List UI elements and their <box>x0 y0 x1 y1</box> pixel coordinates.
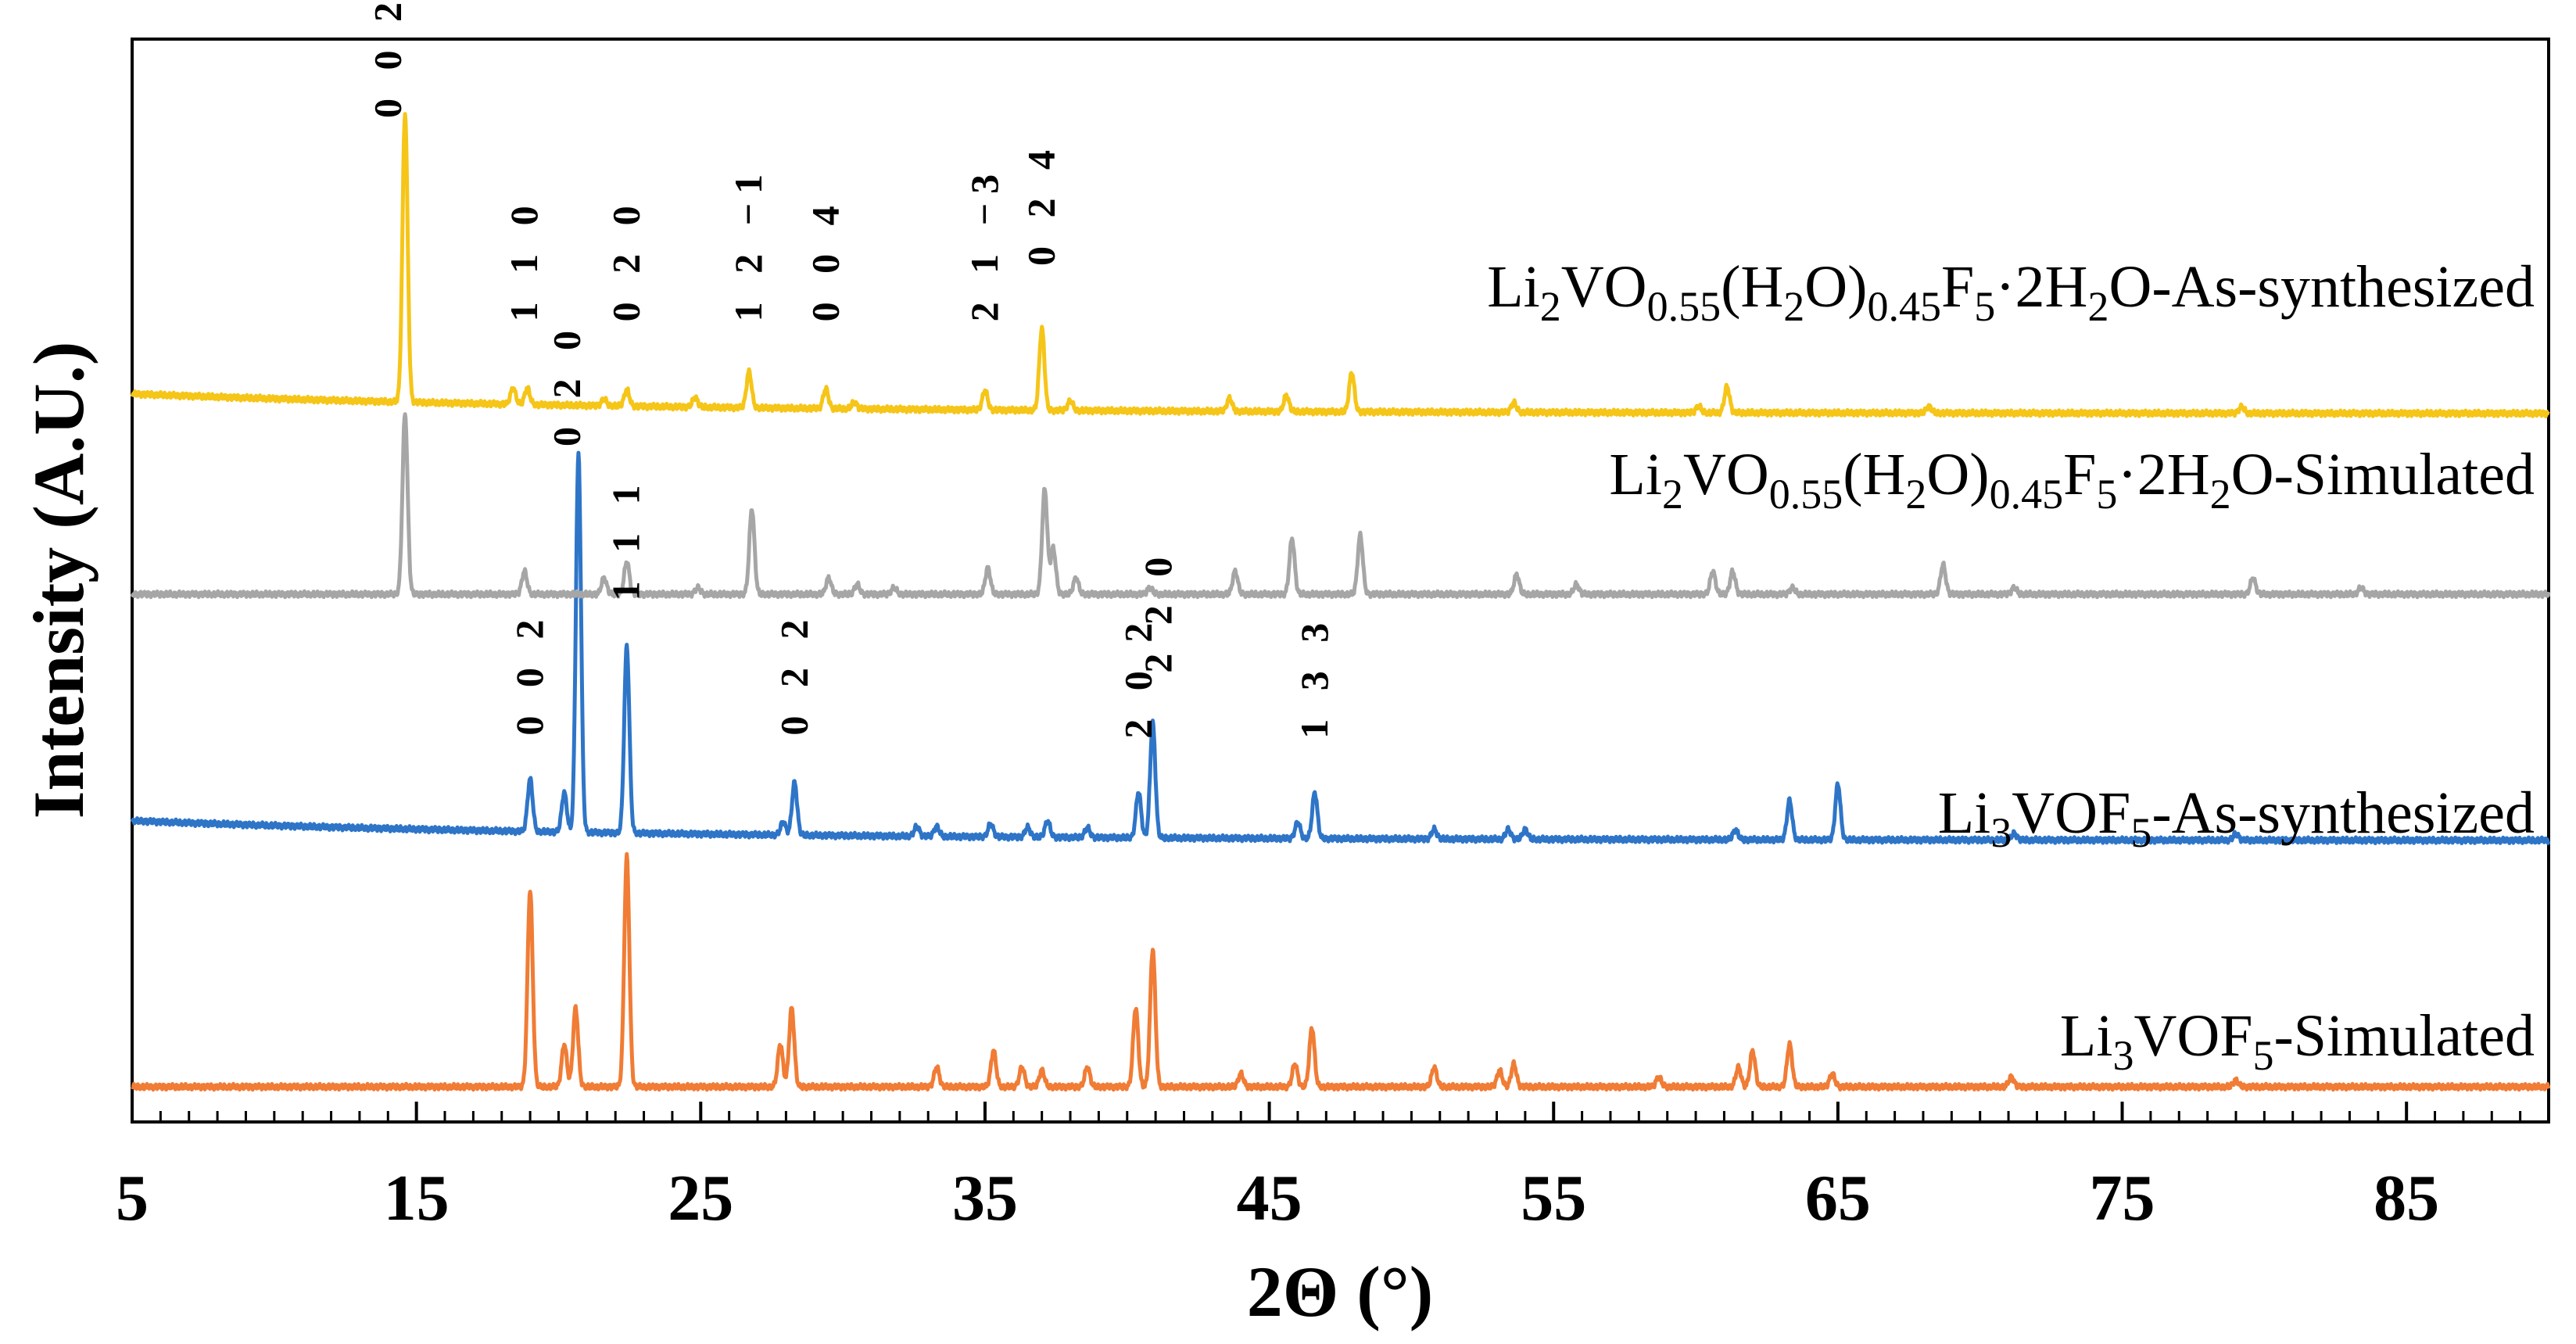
x-tick-label: 15 <box>384 1162 450 1235</box>
peak-annotation: 0 2 0 <box>544 321 588 446</box>
series-label-part: 5 <box>2130 809 2151 856</box>
series-label-part: 5 <box>2096 471 2117 518</box>
series-label-part: (H <box>1721 254 1783 320</box>
peak-annotation: 2 0 2 <box>1116 614 1159 739</box>
series-label-part: VOF <box>2134 1003 2252 1069</box>
x-tick-label: 75 <box>2090 1162 2155 1235</box>
series-label-part: F <box>1941 254 1974 320</box>
series-label-part: (H <box>1843 442 1905 507</box>
peak-annotation: 1 1 1 <box>604 475 648 600</box>
series-label-part: Li <box>1938 780 1991 846</box>
series-label-part: 2 <box>1540 283 1561 330</box>
series-label-part: O) <box>1804 254 1867 320</box>
series-line <box>131 851 2551 1092</box>
series-label-part: 3 <box>2112 1032 2134 1079</box>
series-label-part: Li <box>2060 1003 2113 1069</box>
series-line <box>130 450 2551 845</box>
series-label-part: O-Simulated <box>2231 442 2535 507</box>
series-label: Li2VO0.55(H2O)0.45F5·2H2O-As-synthesized <box>1487 254 2535 330</box>
series-label-part: O) <box>1926 442 1989 507</box>
peak-annotation: 0 0 4 <box>803 196 847 321</box>
series-label-part: 0.55 <box>1647 283 1722 330</box>
x-axis-ticks: 5 15 25 35 45 55 65 75 85 <box>116 1102 2550 1235</box>
x-tick-label: 85 <box>2374 1162 2439 1235</box>
x-tick-label: 25 <box>668 1162 733 1235</box>
series-label-part: VO <box>1561 254 1647 320</box>
peak-annotation: 0 0 2 <box>507 611 551 736</box>
series-label-part: Li <box>1487 254 1540 320</box>
series-label-part: 2 <box>1905 471 1926 518</box>
y-axis-label: Intensity (A.U.) <box>19 342 99 819</box>
series-label-part: F <box>2063 442 2096 507</box>
plot-frame <box>131 38 2550 1124</box>
series-label-part: 0.45 <box>1990 471 2064 518</box>
peak-annotation: 0 2 4 <box>1019 141 1063 266</box>
series-label-part: VOF <box>2012 780 2130 846</box>
peak-annotation: 0 2 2 <box>772 611 815 736</box>
series-label-part: 5 <box>2252 1032 2273 1079</box>
x-axis-label: 2Θ (°) <box>1247 1252 1434 1331</box>
series-label-part: O-As-synthesized <box>2108 254 2535 320</box>
peak-annotation: 2 2 0 <box>1136 548 1180 673</box>
series-label-part: 2 <box>2087 283 2108 330</box>
peak-annotation: 0 0 2 <box>365 0 409 118</box>
peak-annotation: 2 1 −3 <box>962 165 1006 322</box>
x-tick-label: 65 <box>1805 1162 1871 1235</box>
series-label-part: ·2H <box>1995 254 2087 320</box>
x-tick-label: 45 <box>1237 1162 1302 1235</box>
series-label: Li3VOF5-Simulated <box>2060 1003 2535 1079</box>
peak-annotation: 1 2 −1 <box>726 165 770 322</box>
series-label-part: ·2H <box>2117 442 2209 507</box>
series-label-part: 2 <box>1662 471 1683 518</box>
x-tick-label: 55 <box>1521 1162 1586 1235</box>
series-label-part: -Simulated <box>2273 1003 2535 1069</box>
x-tick-label: 5 <box>116 1162 149 1235</box>
series-label-group: Li3VOF5-SimulatedLi3VOF5-As-synthesizedL… <box>1487 254 2535 1079</box>
series-label-part: Li <box>1609 442 1662 507</box>
series-label-part: 0.55 <box>1769 471 1843 518</box>
series-line <box>130 412 2551 600</box>
series-label-part: 2 <box>1783 283 1804 330</box>
series-label: Li2VO0.55(H2O)0.45F5·2H2O-Simulated <box>1609 442 2535 518</box>
peak-annotation: 1 3 3 <box>1292 614 1336 739</box>
series-label-part: -As-synthesized <box>2151 780 2535 846</box>
series-label-part: 2 <box>2210 471 2231 518</box>
peak-annotation: 1 1 0 <box>502 196 546 321</box>
peak-annotation: 0 2 0 <box>604 196 648 321</box>
series-label-part: 3 <box>1990 809 2012 856</box>
series-label-part: 0.45 <box>1867 283 1941 330</box>
series-group <box>130 112 2551 1092</box>
series-label-part: VO <box>1683 442 1769 507</box>
series-label: Li3VOF5-As-synthesized <box>1938 780 2535 856</box>
series-label-part: 5 <box>1974 283 1995 330</box>
annotation-group: 0 0 2 0 2 0 1 1 1 0 2 2 2 0 22 2 0 1 3 3 0 0 2… <box>365 0 1336 739</box>
series-line <box>130 112 2550 418</box>
x-tick-label: 35 <box>952 1162 1018 1235</box>
